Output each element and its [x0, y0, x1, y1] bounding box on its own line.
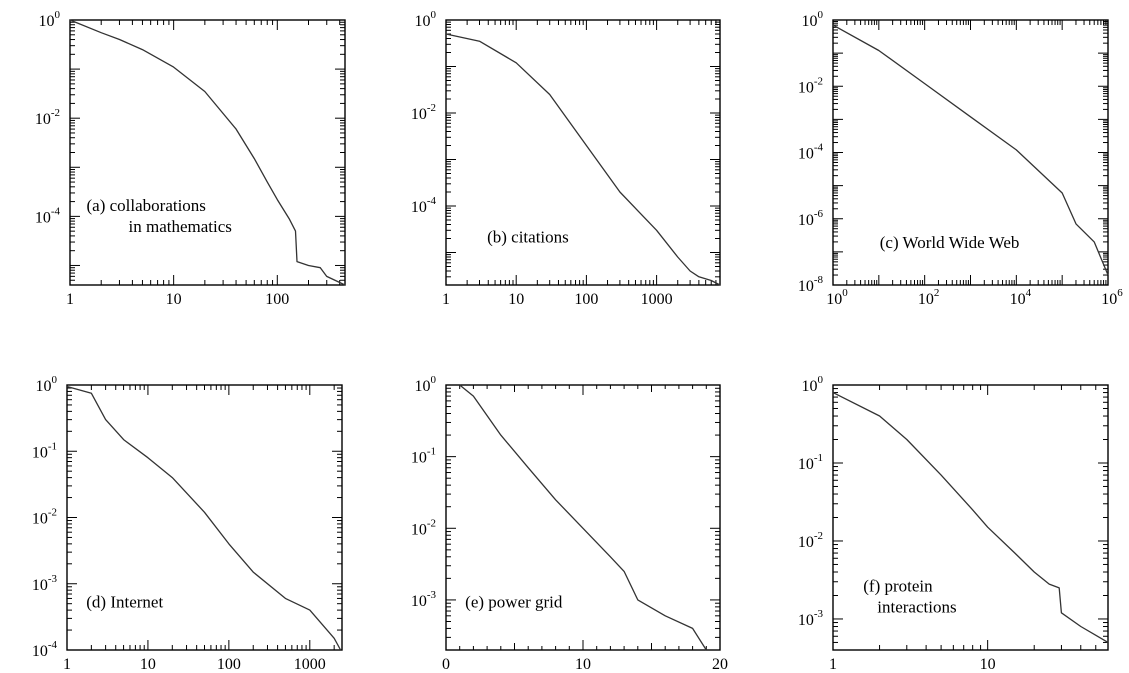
y-tick-label: 10-1 [411, 446, 436, 467]
axis-ticks [832, 19, 1109, 286]
chart-panel-6: 1 10 100 10-1 10-2 10-3 (f) protein interaction… [798, 374, 1109, 673]
y-tick-label: 10-3 [32, 573, 58, 594]
axis-ticks [445, 384, 721, 651]
x-tick-label: 100 [217, 656, 241, 673]
y-tick-label: 10-1 [798, 452, 823, 473]
x-tick-label: 10 [140, 656, 156, 673]
y-tick-label: 100 [802, 9, 824, 30]
panel-annotation: (e) power grid [465, 593, 563, 612]
panel-annotation: (a) collaborations in mathematics [87, 196, 232, 236]
y-tick-label: 10-4 [411, 195, 437, 216]
x-tick-label: 1000 [294, 656, 326, 673]
distribution-line [832, 392, 1109, 643]
plot-frame [69, 19, 346, 286]
y-tick-label: 100 [39, 9, 61, 30]
x-tick-label: 106 [1101, 287, 1123, 308]
y-tick-label: 10-2 [35, 107, 60, 128]
x-tick-label: 10 [166, 291, 182, 308]
y-tick-label: 10-2 [32, 507, 57, 528]
x-tick-label: 1 [442, 291, 450, 308]
distribution-line [459, 384, 707, 651]
chart-panel-2: 1 10 100 1000 100 10-2 10-4 (b) citations [411, 9, 721, 308]
x-tick-label: 1 [66, 291, 74, 308]
y-tick-label: 10-2 [411, 517, 436, 538]
y-tick-label: 10-6 [798, 208, 824, 229]
distribution-line [66, 385, 342, 651]
x-tick-label: 100 [265, 291, 289, 308]
y-tick-label: 10-2 [411, 102, 436, 123]
x-tick-label: 10 [980, 656, 996, 673]
x-tick-label: 100 [826, 287, 848, 308]
y-tick-label: 10-1 [32, 440, 57, 461]
chart-panel-3: 100 102 104 106 100 10-2 10-4 10-6 10-8 (c) World… [798, 9, 1123, 308]
x-tick-label: 0 [442, 656, 450, 673]
x-tick-label: 100 [574, 291, 598, 308]
panel-annotation: (b) citations [487, 228, 569, 247]
panel-annotation: (c) World Wide Web [880, 233, 1020, 252]
y-tick-label: 100 [36, 374, 58, 395]
panel-annotation: (d) Internet [86, 593, 163, 612]
panel-annotation: (f) protein interactions [863, 577, 956, 617]
y-tick-label: 100 [802, 374, 824, 395]
chart-panel-1: 1 10 100 100 10-2 10-4 (a) collaborations in ma… [35, 9, 346, 308]
chart-panel-5: 0 10 20 100 10-1 10-2 10-3 (e) power grid [411, 374, 728, 673]
y-tick-label: 10-4 [35, 205, 61, 226]
x-tick-label: 10 [508, 291, 524, 308]
distribution-line [69, 19, 346, 286]
axis-ticks [69, 19, 345, 286]
x-tick-label: 1000 [641, 291, 673, 308]
y-tick-label: 10-4 [798, 142, 824, 163]
chart-panel-4: 1 10 100 1000 100 10-1 10-2 10-3 10-4 (d) Interne… [32, 374, 343, 673]
x-tick-label: 1 [829, 656, 837, 673]
y-tick-label: 10-2 [798, 530, 823, 551]
y-tick-label: 10-3 [798, 608, 824, 629]
distribution-line [445, 33, 721, 286]
axis-ticks [66, 384, 342, 651]
y-tick-label: 100 [415, 374, 437, 395]
x-tick-label: 102 [918, 287, 940, 308]
x-tick-label: 104 [1010, 287, 1032, 308]
y-tick-label: 10-4 [32, 639, 58, 660]
x-tick-label: 10 [575, 656, 591, 673]
y-tick-label: 10-8 [798, 274, 824, 295]
plot-frame [832, 384, 1109, 651]
x-tick-label: 1 [63, 656, 71, 673]
y-tick-label: 100 [415, 9, 437, 30]
distribution-line [832, 24, 1109, 276]
x-tick-label: 20 [712, 656, 728, 673]
y-tick-label: 10-2 [798, 75, 823, 96]
axis-ticks [832, 384, 1109, 651]
y-tick-label: 10-3 [411, 589, 437, 610]
